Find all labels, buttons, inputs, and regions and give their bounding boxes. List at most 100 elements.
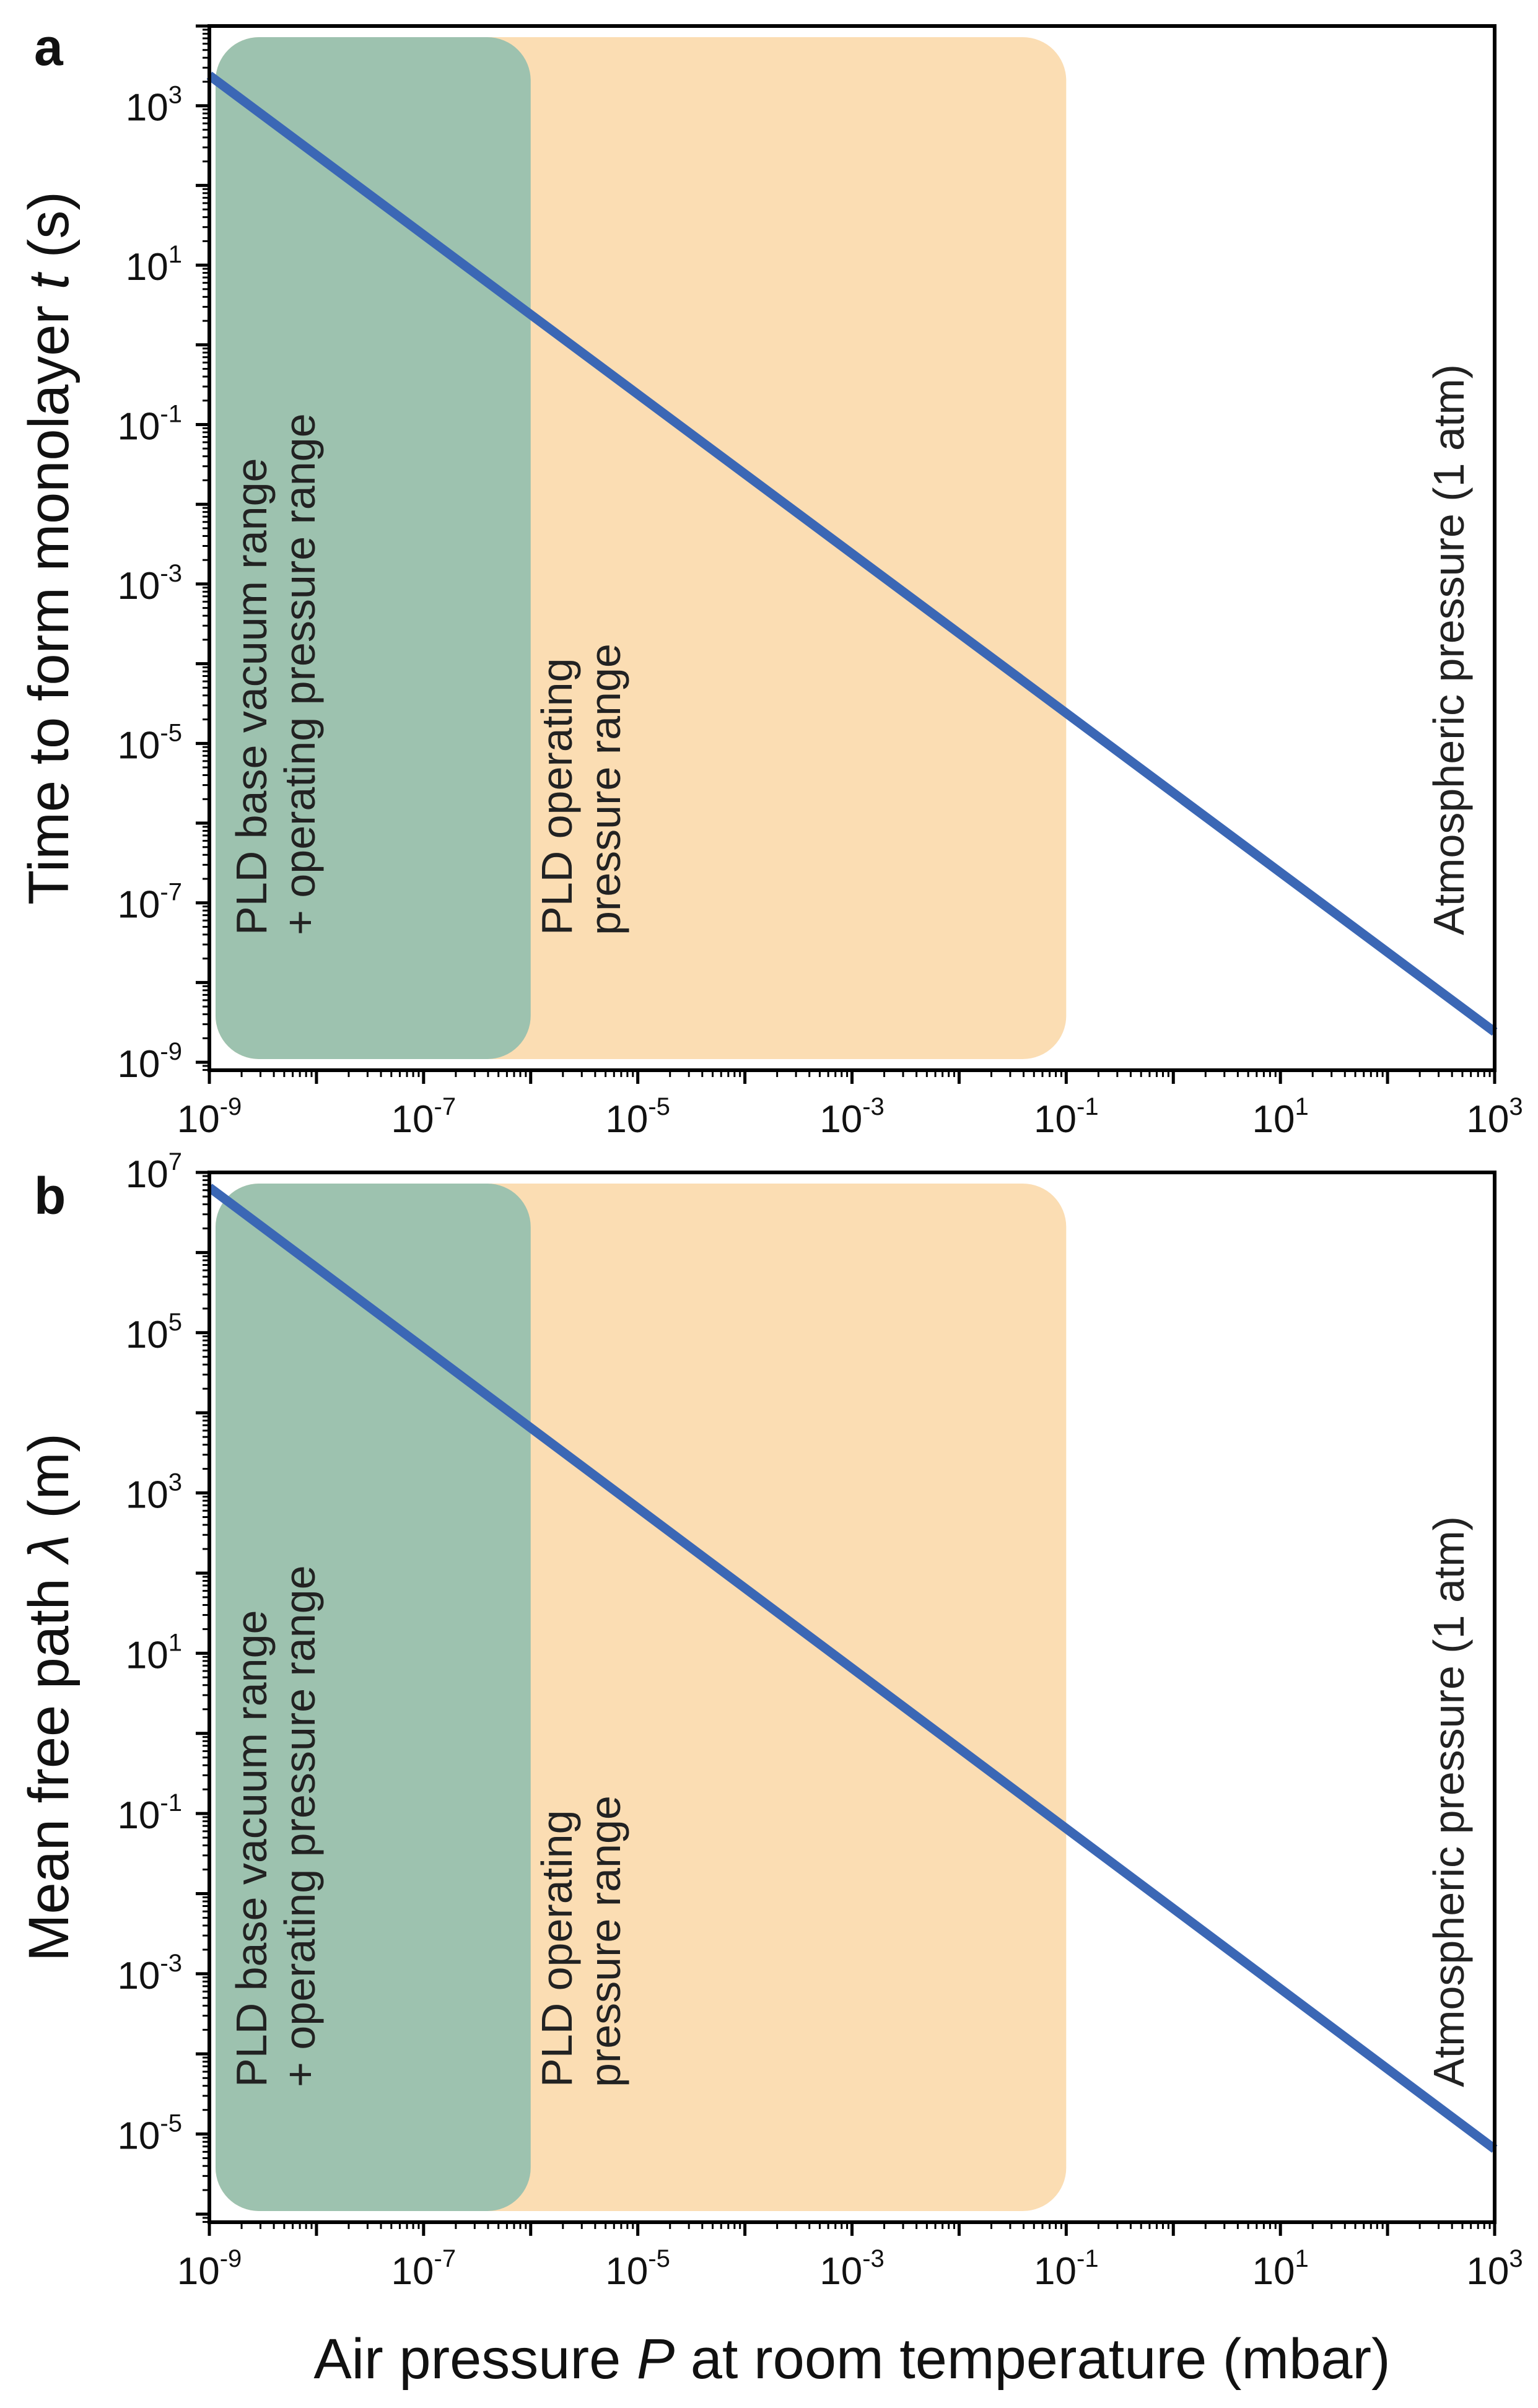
- y-tick-label: 101: [126, 241, 182, 289]
- base-vacuum-label: + operating pressure range: [276, 414, 324, 936]
- x-tick-label: 101: [1252, 1093, 1309, 1141]
- x-tick-exponent: 1: [1295, 1093, 1309, 1120]
- x-tick-label: 103: [1466, 1093, 1523, 1141]
- y-tick-exponent: 7: [168, 1148, 182, 1176]
- y-tick-base: 10: [126, 1314, 168, 1356]
- x-tick-exponent: -7: [434, 1093, 457, 1120]
- x-tick-exponent: -1: [1077, 1093, 1099, 1120]
- y-axis-title: Mean free path λ (m): [17, 1433, 81, 1961]
- y-tick-base: 10: [126, 1634, 168, 1677]
- x-tick-base: 10: [1466, 2250, 1509, 2293]
- y-tick-exponent: 3: [168, 82, 182, 109]
- y-tick-exponent: -5: [160, 719, 182, 746]
- x-tick-base: 10: [177, 2250, 220, 2293]
- x-tick-exponent: 1: [1295, 2245, 1309, 2272]
- x-tick-exponent: -3: [862, 2245, 885, 2272]
- y-tick-exponent: 1: [168, 241, 182, 268]
- y-axis-title-text: Time to form monolayer: [17, 289, 81, 905]
- base-vacuum-label: + operating pressure range: [276, 1566, 324, 2088]
- y-tick-base: 10: [117, 2115, 160, 2158]
- y-tick-base: 10: [126, 1474, 168, 1517]
- y-axis-title: Time to form monolayer t (s): [17, 191, 81, 905]
- x-tick-label: 10-1: [1034, 1093, 1099, 1141]
- y-tick-base: 10: [126, 1153, 168, 1196]
- y-tick-label: 10-5: [117, 719, 182, 767]
- operating-range-label: pressure range: [581, 643, 629, 935]
- x-axis-title-text: Air pressure: [313, 2327, 637, 2391]
- y-tick-label: 10-3: [117, 560, 182, 608]
- y-tick-label: 101: [126, 1629, 182, 1677]
- y-tick-base: 10: [117, 1955, 160, 1997]
- x-tick-label: 10-9: [177, 1093, 242, 1141]
- x-axis-title-unit: at room temperature (mbar): [675, 2327, 1390, 2391]
- data-series-line: [206, 71, 1498, 1036]
- y-tick-exponent: -1: [160, 401, 182, 428]
- y-tick-base: 10: [117, 565, 160, 608]
- y-tick-label: 10-1: [117, 401, 182, 448]
- operating-range-label: PLD operating: [533, 1810, 581, 2087]
- y-axis-title-unit: (m): [17, 1433, 81, 1534]
- y-tick-base: 10: [117, 1794, 160, 1837]
- base-vacuum-region: [216, 1184, 531, 2211]
- data-series-line: [206, 1184, 1498, 2153]
- x-tick-label: 10-3: [819, 2245, 885, 2293]
- y-tick-label: 10-7: [117, 879, 182, 927]
- x-tick-exponent: -1: [1077, 2245, 1099, 2272]
- y-tick-label: 10-9: [117, 1038, 182, 1086]
- y-tick-exponent: 3: [168, 1469, 182, 1496]
- panel-letter: b: [34, 1167, 66, 1225]
- x-tick-exponent: -5: [648, 1093, 670, 1120]
- x-tick-base: 10: [177, 1098, 220, 1141]
- x-axis-title: Air pressure P at room temperature (mbar…: [313, 2327, 1390, 2391]
- y-tick-base: 10: [117, 884, 160, 927]
- x-tick-exponent: -9: [220, 1093, 242, 1120]
- y-tick-label: 107: [126, 1148, 182, 1196]
- x-tick-exponent: -9: [220, 2245, 242, 2272]
- base-vacuum-label: PLD base vacuum range: [227, 458, 276, 935]
- x-tick-base: 10: [819, 2250, 862, 2293]
- x-tick-label: 101: [1252, 2245, 1309, 2293]
- x-tick-label: 10-7: [391, 2245, 457, 2293]
- x-tick-base: 10: [1034, 2250, 1077, 2293]
- y-tick-label: 10-1: [117, 1789, 182, 1837]
- y-tick-label: 10-5: [117, 2110, 182, 2158]
- y-tick-label: 10-3: [117, 1950, 182, 1997]
- y-axis-title-text: Mean free path: [17, 1563, 81, 1961]
- y-tick-exponent: 1: [168, 1629, 182, 1656]
- chart-panel-a: 10-9 10-7 10-5 10-3 10-1 101 10310-910-710-510…: [17, 18, 1523, 1141]
- y-tick-base: 10: [117, 724, 160, 767]
- x-tick-label: 10-3: [819, 1093, 885, 1141]
- x-tick-exponent: -5: [648, 2245, 670, 2272]
- x-tick-base: 10: [1252, 1098, 1295, 1141]
- atmospheric-pressure-label: Atmospheric pressure (1 atm): [1425, 1516, 1473, 2087]
- operating-range-label: pressure range: [581, 1795, 629, 2087]
- y-tick-base: 10: [126, 246, 168, 289]
- x-tick-label: 10-9: [177, 2245, 242, 2293]
- x-tick-base: 10: [819, 1098, 862, 1141]
- y-tick-base: 10: [126, 87, 168, 129]
- x-tick-base: 10: [391, 1098, 434, 1141]
- x-tick-exponent: -7: [434, 2245, 457, 2272]
- y-tick-label: 103: [126, 1469, 182, 1517]
- x-axis-title-variable: P: [637, 2327, 675, 2391]
- y-tick-label: 105: [126, 1309, 182, 1356]
- y-tick-exponent: -3: [160, 560, 182, 587]
- y-axis-title-unit: (s): [17, 191, 81, 274]
- atmospheric-pressure-label: Atmospheric pressure (1 atm): [1425, 364, 1473, 935]
- y-tick-base: 10: [117, 1043, 160, 1086]
- y-tick-exponent: -9: [160, 1038, 182, 1065]
- base-vacuum-label: PLD base vacuum range: [227, 1610, 276, 2087]
- x-tick-label: 10-7: [391, 1093, 457, 1141]
- chart-panel-b: 10-9 10-7 10-5 10-3 10-1 101 10310-510-310-110…: [17, 1148, 1523, 2293]
- x-tick-label: 10-5: [605, 2245, 670, 2293]
- x-tick-label: 10-1: [1034, 2245, 1099, 2293]
- y-tick-label: 103: [126, 82, 182, 129]
- x-tick-base: 10: [605, 2250, 648, 2293]
- x-tick-base: 10: [1466, 1098, 1509, 1141]
- x-tick-base: 10: [391, 2250, 434, 2293]
- y-tick-exponent: -7: [160, 879, 182, 906]
- x-tick-base: 10: [605, 1098, 648, 1141]
- base-vacuum-region: [216, 37, 531, 1059]
- y-tick-exponent: -1: [160, 1789, 182, 1817]
